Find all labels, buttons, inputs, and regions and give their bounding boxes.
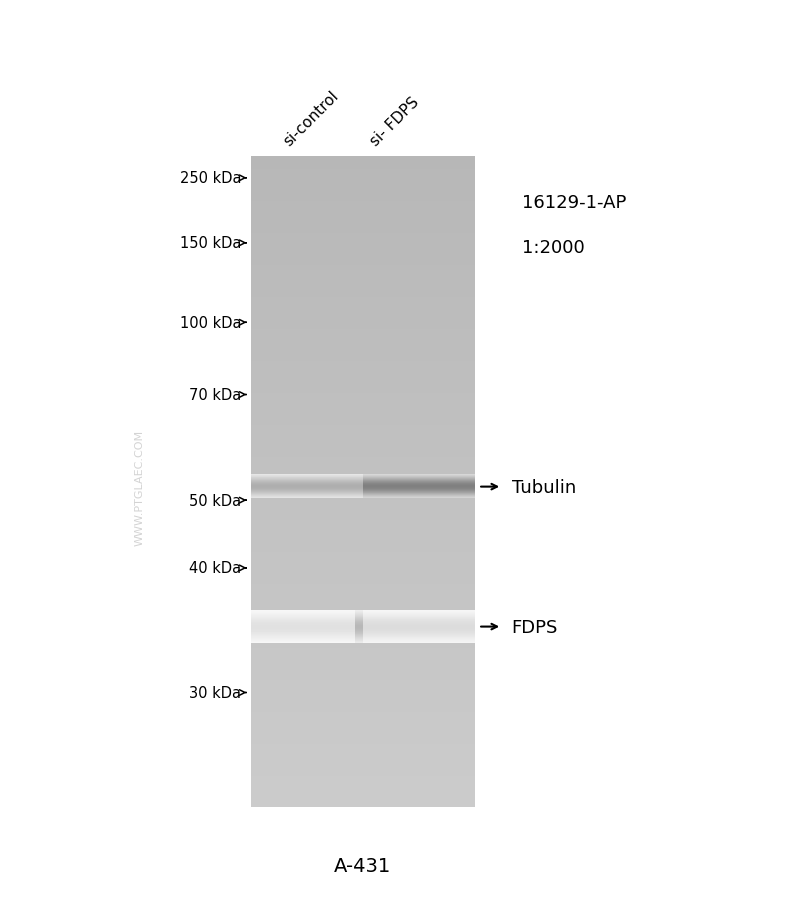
Text: 1:2000: 1:2000 — [522, 239, 585, 257]
Text: 30 kDa: 30 kDa — [190, 686, 241, 700]
Text: 250 kDa: 250 kDa — [180, 171, 241, 186]
Text: WWW.PTGLAEC.COM: WWW.PTGLAEC.COM — [135, 429, 144, 545]
Text: FDPS: FDPS — [512, 618, 558, 636]
Text: A-431: A-431 — [334, 856, 391, 876]
Text: 16129-1-AP: 16129-1-AP — [522, 194, 626, 212]
Text: 50 kDa: 50 kDa — [190, 493, 241, 508]
Text: Tubulin: Tubulin — [512, 478, 576, 496]
Text: si- FDPS: si- FDPS — [368, 95, 422, 149]
Text: 100 kDa: 100 kDa — [180, 316, 241, 330]
Text: si-control: si-control — [281, 88, 341, 149]
Text: 150 kDa: 150 kDa — [180, 236, 241, 251]
Text: 40 kDa: 40 kDa — [190, 561, 241, 575]
Text: 70 kDa: 70 kDa — [189, 388, 241, 402]
